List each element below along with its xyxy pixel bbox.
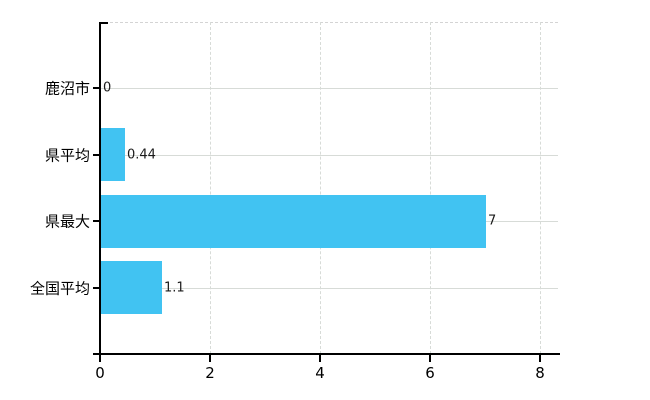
x-tick-label: 0 xyxy=(95,364,105,382)
bar-value-label: 0.44 xyxy=(127,147,156,163)
y-axis-tick xyxy=(93,87,100,90)
y-axis-tick xyxy=(93,286,100,289)
x-tick-label: 4 xyxy=(315,364,325,382)
bar xyxy=(101,261,162,314)
category-label: 鹿沼市 xyxy=(44,79,90,98)
bar-value-label: 1.1 xyxy=(164,280,185,296)
bar xyxy=(101,195,486,248)
row-gridline xyxy=(100,154,558,156)
x-axis-tick xyxy=(429,353,431,362)
x-axis-tick xyxy=(209,353,211,362)
vertical-gridline xyxy=(540,22,541,354)
bar-value-label: 7 xyxy=(488,213,497,229)
x-axis-line xyxy=(93,353,560,355)
bar-value-label: 0 xyxy=(103,80,112,96)
vertical-gridline xyxy=(430,22,431,354)
vertical-gridline xyxy=(320,22,321,354)
x-axis-tick xyxy=(319,353,321,362)
bar xyxy=(101,128,125,181)
y-axis-top-cap xyxy=(99,22,108,24)
row-gridline xyxy=(100,88,558,90)
category-label: 県最大 xyxy=(44,212,90,231)
row-gridline xyxy=(100,287,558,289)
x-tick-label: 6 xyxy=(425,364,435,382)
x-axis-tick xyxy=(539,353,541,362)
y-axis-tick xyxy=(93,153,100,156)
x-tick-label: 2 xyxy=(205,364,215,382)
category-label: 全国平均 xyxy=(29,279,90,298)
plot-area xyxy=(100,22,558,354)
x-tick-label: 8 xyxy=(535,364,545,382)
y-axis-line xyxy=(99,22,101,354)
vertical-gridline xyxy=(210,22,211,354)
x-axis-tick xyxy=(99,353,101,362)
category-label: 県平均 xyxy=(44,146,90,165)
y-axis-tick xyxy=(93,220,100,223)
